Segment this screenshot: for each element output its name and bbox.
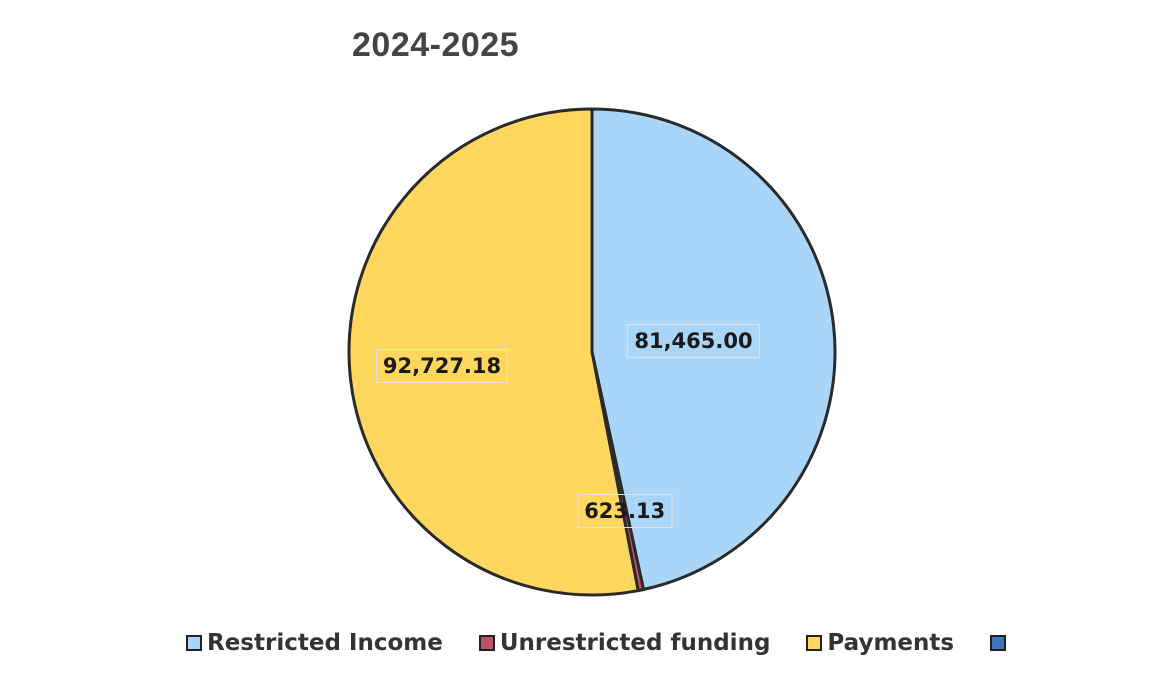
legend-item-payments: Payments: [806, 630, 954, 656]
legend-item-unlabeled: [990, 635, 1007, 651]
chart-title: 2024-2025: [352, 26, 520, 64]
legend-label-restricted-income: Restricted Income: [207, 630, 443, 656]
data-label-payments: 92,727.18: [375, 349, 509, 384]
legend-item-unrestricted-funding: Unrestricted funding: [478, 630, 771, 656]
legend-label-unrestricted-funding: Unrestricted funding: [499, 630, 771, 656]
legend-swatch-unlabeled: [990, 635, 1007, 651]
legend-label-payments: Payments: [827, 630, 955, 656]
chart-legend: Restricted Income Unrestricted funding P…: [186, 630, 1007, 656]
data-label-restricted-income: 81,465.00: [627, 324, 760, 359]
legend-swatch-payments: [806, 635, 823, 651]
slice-restricted-income: [590, 107, 837, 591]
slice-payments: [347, 107, 640, 597]
legend-item-restricted-income: Restricted Income: [186, 630, 443, 656]
legend-swatch-unrestricted-funding: [478, 635, 495, 651]
legend-swatch-restricted-income: [186, 635, 202, 651]
data-label-unrestricted-funding: 623.13: [577, 494, 673, 529]
